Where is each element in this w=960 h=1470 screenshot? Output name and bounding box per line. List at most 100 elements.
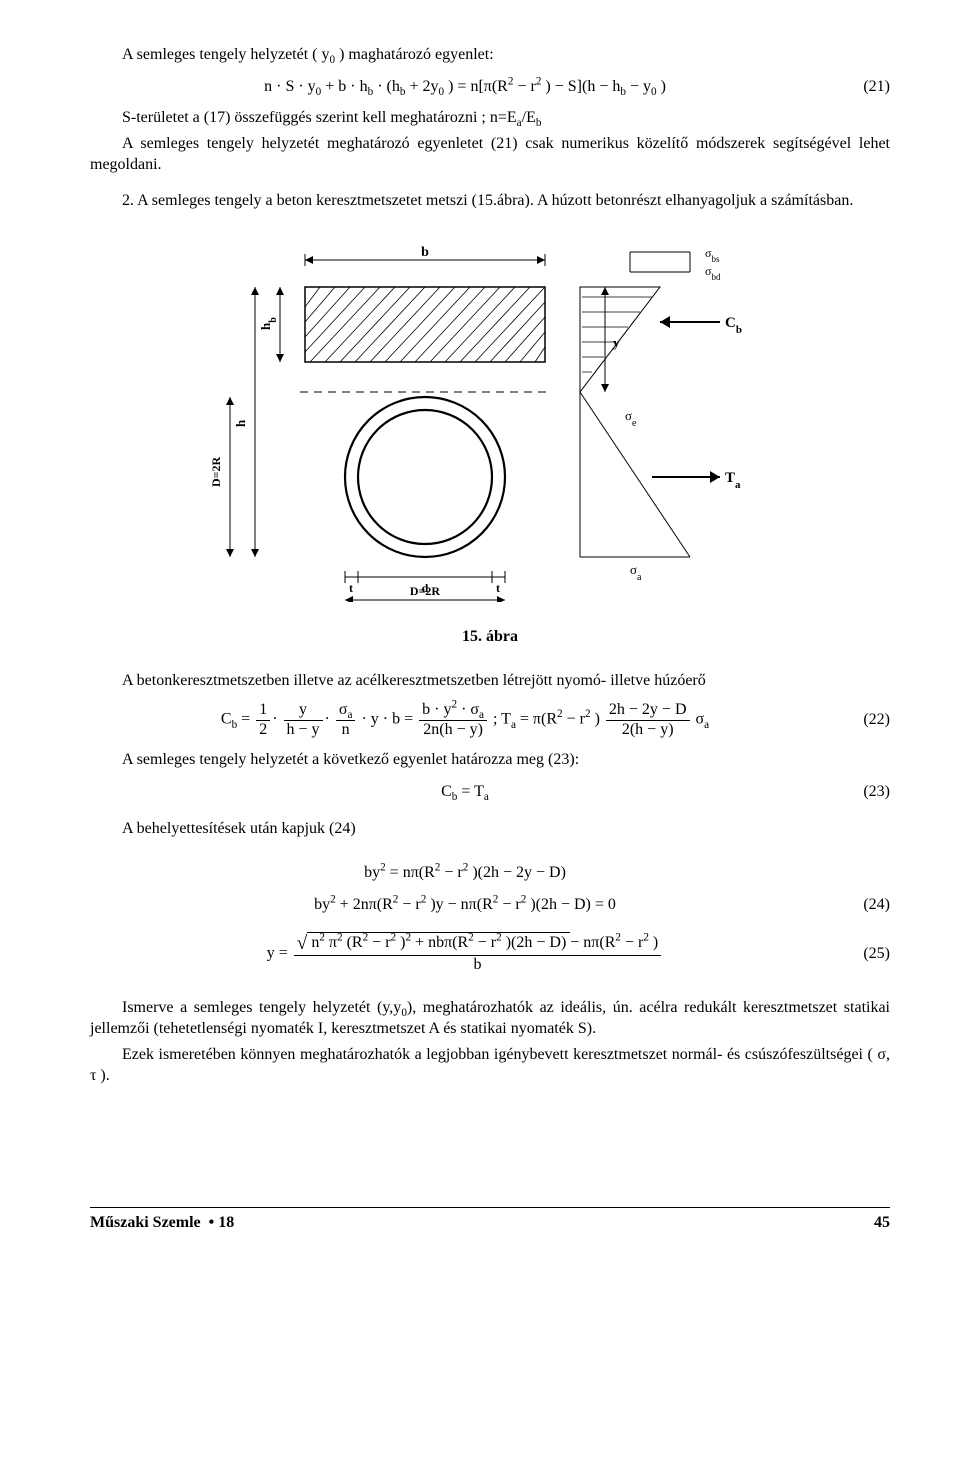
- sup: 2: [463, 862, 469, 874]
- eq23-body: Cb = Ta: [90, 781, 840, 803]
- t: − y: [630, 78, 651, 95]
- num: 2h − 2y − D: [606, 701, 690, 720]
- sup: 2: [363, 932, 369, 944]
- t: )(2h − D): [506, 934, 567, 951]
- t: b · y: [422, 701, 451, 718]
- den: 2(h − y): [606, 721, 690, 739]
- equation-24b: by2 + 2nπ(R2 − r2 )y − nπ(R2 − r2 )(2h −…: [90, 894, 890, 916]
- sub: a: [704, 719, 709, 731]
- den: b: [294, 956, 661, 974]
- sup: 2: [585, 709, 591, 721]
- t: (R: [347, 934, 363, 951]
- sub: b: [232, 719, 238, 731]
- eq21-body: n · S · y0 + b · hb · (hb + 2y0 ) = n[π(…: [90, 76, 840, 98]
- svg-text:σbd: σbd: [705, 264, 721, 282]
- sup: 2: [380, 862, 386, 874]
- frac-sigma: σa n: [336, 701, 356, 739]
- sup: 2: [337, 932, 343, 944]
- frac-by2: b · y2 · σa 2n(h − y): [419, 701, 487, 739]
- den: 2n(h − y): [419, 721, 487, 739]
- t: − r: [478, 934, 496, 951]
- radicand: n2 π2 (R2 − r2 )2 + nbπ(R2 − r2 )(2h − D…: [307, 932, 570, 951]
- para-eq23-intro: A semleges tengely helyzetét a következő…: [90, 749, 890, 771]
- sub: b: [368, 86, 374, 98]
- sup: 2: [496, 932, 502, 944]
- para-forces: A betonkeresztmetszetben illetve az acél…: [90, 670, 890, 692]
- den: h − y: [284, 721, 323, 739]
- cross-section-diagram: b σbs σbd hb: [210, 242, 770, 602]
- sup: 2: [643, 932, 649, 944]
- t: · y · b =: [361, 711, 417, 728]
- num: b · y2 · σa: [419, 701, 487, 720]
- sub: 0: [316, 86, 322, 98]
- t: ): [653, 934, 658, 951]
- t: = π(R: [520, 711, 557, 728]
- eq24b-num: (24): [840, 894, 890, 916]
- sub: a: [511, 719, 516, 731]
- svg-text:t: t: [349, 581, 353, 595]
- sub: a: [484, 791, 489, 803]
- t: − r: [517, 78, 535, 95]
- sup: 2: [435, 862, 441, 874]
- svg-text:Ta: Ta: [725, 470, 741, 491]
- sup: 2: [468, 932, 474, 944]
- sup: 2: [615, 932, 621, 944]
- text: ) maghatározó egyenlet:: [335, 46, 494, 63]
- equation-21: n · S · y0 + b · hb · (hb + 2y0 ) = n[π(…: [90, 76, 890, 98]
- svg-text:σe: σe: [625, 408, 637, 429]
- svg-text:σbs: σbs: [705, 246, 720, 264]
- sup: 2: [421, 893, 427, 905]
- t: ): [661, 78, 666, 95]
- t: · (h: [377, 78, 400, 95]
- t: by: [314, 896, 330, 913]
- para-known-y: Ismerve a semleges tengely helyzetét (y,…: [90, 997, 890, 1040]
- para-numeric: A semleges tengely helyzetét meghatározó…: [90, 133, 890, 176]
- footer-left: Műszaki Szemle • 18: [90, 1212, 234, 1234]
- t: − r: [567, 711, 585, 728]
- sup: 2: [508, 75, 514, 87]
- equation-25: y = √ n2 π2 (R2 − r2 )2 + nbπ(R2 − r2 )(…: [90, 933, 890, 974]
- t: = T: [461, 783, 484, 800]
- text: A semleges tengely helyzetét ( y: [122, 46, 329, 63]
- svg-text:h: h: [233, 419, 248, 427]
- t: ) − S](h − h: [545, 78, 620, 95]
- t: n · S · y: [264, 78, 316, 95]
- sub: a: [479, 710, 484, 722]
- t: σ: [696, 711, 705, 728]
- num: y: [284, 701, 323, 720]
- sup: 2: [536, 75, 542, 87]
- t: )(2h − D) = 0: [530, 896, 616, 913]
- svg-text:hb: hb: [258, 316, 279, 329]
- radical-icon: √: [297, 933, 308, 954]
- t: − r: [372, 934, 390, 951]
- page-footer: Műszaki Szemle • 18 45: [90, 1207, 890, 1234]
- t: /E: [522, 109, 536, 126]
- t: )(2h − 2y − D): [472, 864, 566, 881]
- t: = nπ(R: [390, 864, 435, 881]
- svg-text:D=2R: D=2R: [410, 584, 441, 598]
- frac-y: y h − y: [284, 701, 323, 739]
- eq25-num: (25): [840, 943, 890, 965]
- t: + b · h: [325, 78, 367, 95]
- sup: 2: [391, 932, 397, 944]
- sup: 2: [557, 709, 563, 721]
- svg-text:y: y: [613, 335, 620, 350]
- den: n: [336, 721, 356, 739]
- sup: 2: [330, 893, 336, 905]
- para-s-area: S-területet a (17) összefüggés szerint k…: [90, 107, 890, 129]
- t: − r: [402, 896, 420, 913]
- sub: 0: [651, 86, 657, 98]
- t: by: [364, 864, 380, 881]
- sub: b: [536, 117, 542, 129]
- sub: b: [452, 791, 458, 803]
- sup: 2: [405, 932, 411, 944]
- den: 2: [256, 721, 270, 739]
- t: − r: [502, 896, 520, 913]
- t: + 2nπ(R: [340, 896, 393, 913]
- sup: 2: [493, 893, 499, 905]
- label-b: b: [421, 245, 429, 260]
- eq22-num: (22): [840, 709, 890, 731]
- sub: b: [620, 86, 626, 98]
- eq22-body: Cb = 1 2 · y h − y · σa n · y · b = b · …: [90, 701, 840, 739]
- sup: 2: [393, 893, 399, 905]
